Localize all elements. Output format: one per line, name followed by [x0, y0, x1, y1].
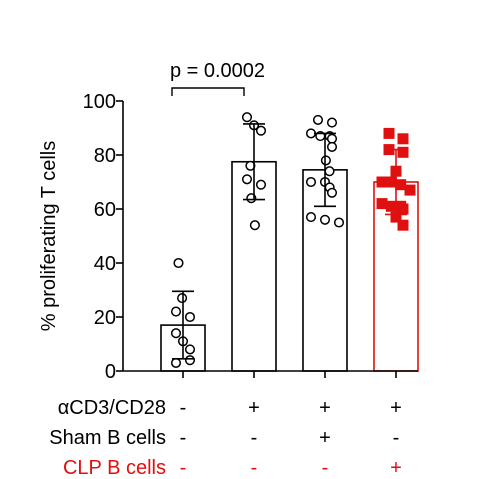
y-tick-label: 60: [94, 199, 116, 221]
bar: [373, 181, 419, 372]
data-point: [177, 293, 188, 304]
condition-sign: +: [248, 397, 260, 419]
data-point: [170, 328, 182, 339]
data-point: [255, 125, 267, 136]
p-value-label: p = 0.0002: [170, 60, 265, 82]
bars-layer: [160, 160, 419, 372]
data-point: [170, 306, 182, 317]
y-axis-label: % proliferating T cells: [38, 141, 60, 331]
data-point: [255, 179, 267, 190]
data-point: [312, 114, 324, 125]
data-point: [383, 127, 395, 139]
significance-bracket: [171, 87, 245, 96]
y-tick-label: 80: [94, 145, 116, 167]
condition-sign: +: [390, 397, 402, 419]
data-point: [326, 117, 338, 128]
condition-row-label: CLP B cells: [63, 457, 166, 479]
condition-sign: -: [393, 427, 400, 449]
data-point: [376, 198, 388, 210]
data-point: [241, 112, 253, 123]
data-point: [173, 257, 184, 269]
y-tick-label: 100: [83, 91, 116, 113]
data-point: [404, 184, 416, 196]
condition-sign: +: [390, 457, 402, 479]
data-point: [385, 176, 397, 188]
conditions-table: αCD3/CD28- + + +Sham B cells - - + -CLP B cells…: [49, 397, 402, 479]
annotation-layer: p = 0.0002: [170, 60, 265, 96]
axes-layer: 0 20 40 60 80 100: [83, 91, 418, 383]
condition-sign: +: [319, 397, 331, 419]
y-tick-label: 20: [94, 307, 116, 329]
condition-sign: -: [251, 427, 258, 449]
condition-sign: -: [180, 427, 187, 449]
data-point: [184, 311, 196, 323]
data-point: [397, 146, 409, 158]
data-point: [241, 174, 253, 185]
condition-row-label: Sham B cells: [49, 427, 166, 449]
data-point: [319, 214, 331, 225]
condition-sign: -: [180, 457, 187, 479]
data-point: [385, 200, 397, 212]
data-point: [249, 220, 260, 231]
data-point: [395, 179, 407, 191]
y-tick-label: 0: [105, 361, 116, 383]
data-point: [326, 141, 338, 152]
condition-sign: -: [180, 397, 187, 419]
data-point: [376, 176, 388, 188]
condition-sign: -: [251, 457, 258, 479]
condition-sign: -: [322, 457, 329, 479]
data-point: [397, 219, 409, 231]
data-point: [326, 187, 338, 198]
data-point: [324, 166, 335, 177]
data-point: [305, 176, 317, 188]
condition-sign: +: [319, 427, 331, 449]
data-point: [320, 155, 331, 166]
error-bars-layer: [172, 123, 407, 360]
data-point: [184, 344, 196, 355]
y-tick-label: 40: [94, 253, 116, 275]
data-point: [326, 133, 338, 144]
data-point: [184, 355, 196, 366]
data-point: [397, 133, 409, 145]
data-point: [170, 357, 182, 368]
data-point: [305, 212, 317, 223]
condition-row-label: αCD3/CD28: [58, 397, 166, 419]
data-point: [333, 217, 345, 228]
